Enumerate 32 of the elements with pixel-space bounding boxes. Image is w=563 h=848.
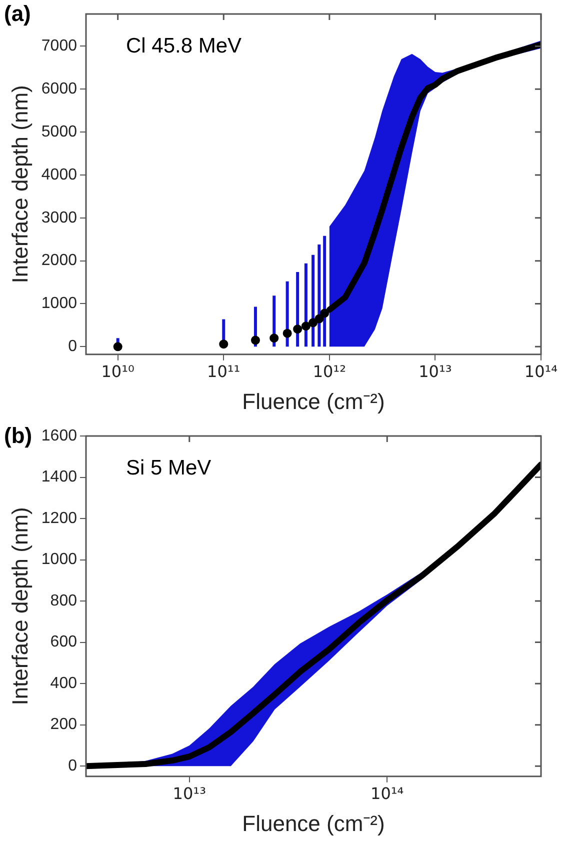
y-tick-label: 0 — [68, 757, 78, 774]
y-tick-label: 1600 — [41, 427, 78, 444]
x-tick-label: 10¹³ — [418, 362, 452, 382]
y-tick-label: 1200 — [41, 510, 78, 527]
y-tick-label: 6000 — [41, 80, 78, 98]
y-tick-label: 1000 — [41, 295, 78, 312]
y-tick-label: 200 — [50, 716, 78, 734]
x-tick-label: 10¹² — [312, 362, 346, 382]
x-axis-title: Fluence (cm⁻²) — [242, 388, 385, 414]
y-tick-label: 1400 — [41, 468, 78, 486]
x-axis-title: Fluence (cm⁻²) — [242, 810, 385, 836]
y-axis-title: Interface depth (nm) — [7, 507, 32, 706]
y-tick-label: 800 — [50, 592, 78, 610]
annotation: Si 5 MeV — [126, 456, 212, 480]
y-tick-label: 2000 — [41, 252, 78, 270]
y-tick-label: 1000 — [41, 551, 78, 568]
y-tick-label: 400 — [50, 674, 78, 692]
y-axis-title: Interface depth (nm) — [7, 85, 32, 284]
y-tick-label: 0 — [68, 338, 78, 356]
y-tick-label: 3000 — [41, 209, 78, 226]
chart-title: (a) — [4, 1, 31, 26]
x-tick-label: 10¹⁴ — [524, 362, 558, 382]
x-tick-label: 10¹⁰ — [101, 362, 134, 382]
chart-title: (b) — [4, 423, 32, 448]
y-tick-label: 600 — [50, 634, 78, 651]
y-tick-label: 7000 — [41, 38, 78, 55]
y-tick-label: 5000 — [41, 123, 78, 140]
x-tick-label: 10¹¹ — [207, 362, 240, 382]
annotation: Cl 45.8 MeV — [126, 34, 242, 58]
x-tick-label: 10¹³ — [172, 784, 206, 804]
y-tick-label: 4000 — [41, 166, 78, 184]
x-tick-label: 10¹⁴ — [370, 784, 404, 804]
